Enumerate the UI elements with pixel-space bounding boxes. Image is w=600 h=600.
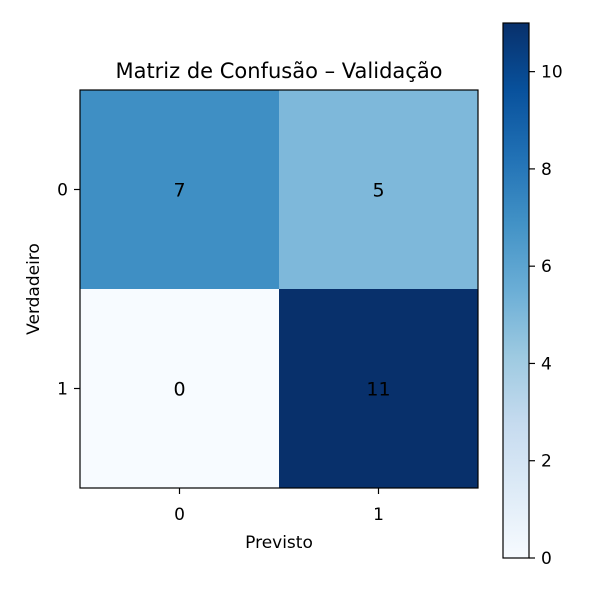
colorbar-tick-label: 2: [541, 452, 552, 472]
y-tick-label: 0: [57, 181, 68, 201]
heatmap-cell: [80, 289, 279, 488]
heatmap-cells: [80, 90, 478, 488]
colorbar-tick-label: 0: [541, 549, 552, 569]
heatmap-cell: [279, 289, 478, 488]
colorbar-tick-label: 8: [541, 160, 552, 180]
cell-value-label: 7: [173, 180, 185, 202]
colorbar: [502, 22, 530, 559]
colorbar-tick-label: 6: [541, 257, 552, 277]
y-axis-label: Verdadeiro: [24, 243, 44, 335]
plot-frame: [79, 89, 479, 489]
colorbar-ticks: 0 2 4 6 8 10: [529, 63, 563, 569]
y-tick-label: 1: [57, 380, 68, 400]
heatmap-cell: [80, 90, 279, 289]
chart-title: Matriz de Confusão – Validação: [115, 59, 442, 83]
x-tick-label: 0: [174, 505, 185, 525]
y-axis-ticks: 01: [57, 181, 80, 400]
heatmap-cell-labels: 7 5 0 11: [173, 180, 390, 401]
x-tick-label: 1: [373, 505, 384, 525]
x-axis-label: Previsto: [245, 533, 313, 553]
cell-value-label: 11: [366, 379, 390, 401]
colorbar-tick-label: 4: [541, 354, 552, 374]
heatmap-cell: [279, 90, 478, 289]
cell-value-label: 0: [173, 379, 185, 401]
colorbar-tick-label: 10: [541, 63, 563, 83]
cell-value-label: 5: [372, 180, 384, 202]
